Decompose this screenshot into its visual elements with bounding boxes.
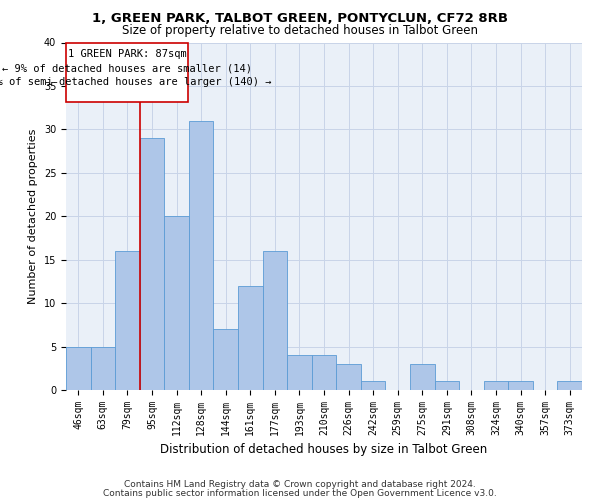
Text: ← 9% of detached houses are smaller (14): ← 9% of detached houses are smaller (14) <box>2 64 253 74</box>
Bar <box>189 120 214 390</box>
Text: 1 GREEN PARK: 87sqm: 1 GREEN PARK: 87sqm <box>68 50 187 59</box>
Text: Size of property relative to detached houses in Talbot Green: Size of property relative to detached ho… <box>122 24 478 37</box>
Bar <box>361 382 385 390</box>
Bar <box>164 216 189 390</box>
Text: Contains HM Land Registry data © Crown copyright and database right 2024.: Contains HM Land Registry data © Crown c… <box>124 480 476 489</box>
Y-axis label: Number of detached properties: Number of detached properties <box>28 128 38 304</box>
Bar <box>140 138 164 390</box>
Bar <box>484 382 508 390</box>
Bar <box>557 382 582 390</box>
Text: Contains public sector information licensed under the Open Government Licence v3: Contains public sector information licen… <box>103 488 497 498</box>
Bar <box>287 355 312 390</box>
Text: 90% of semi-detached houses are larger (140) →: 90% of semi-detached houses are larger (… <box>0 77 271 87</box>
X-axis label: Distribution of detached houses by size in Talbot Green: Distribution of detached houses by size … <box>160 444 488 456</box>
Bar <box>410 364 434 390</box>
Text: 1, GREEN PARK, TALBOT GREEN, PONTYCLUN, CF72 8RB: 1, GREEN PARK, TALBOT GREEN, PONTYCLUN, … <box>92 12 508 26</box>
Bar <box>434 382 459 390</box>
Bar <box>312 355 336 390</box>
Bar <box>66 346 91 390</box>
Bar <box>508 382 533 390</box>
Bar <box>67 42 188 102</box>
Bar <box>238 286 263 390</box>
Bar <box>91 346 115 390</box>
Bar <box>214 329 238 390</box>
Bar <box>115 251 140 390</box>
Bar <box>263 251 287 390</box>
Bar <box>336 364 361 390</box>
